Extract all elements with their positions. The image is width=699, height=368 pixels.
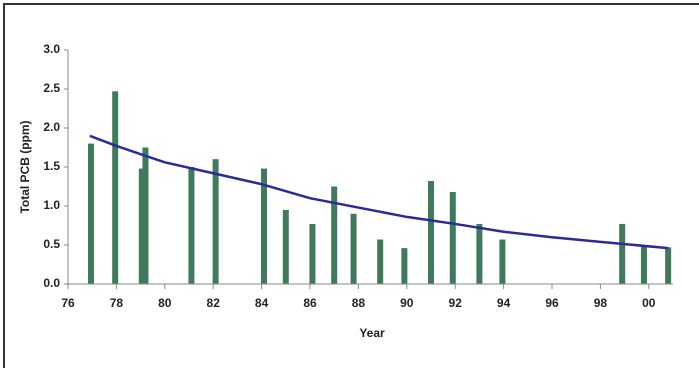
x-tick-label: 98 [594, 296, 608, 310]
bar [331, 186, 338, 284]
y-tick-label: 3.0 [43, 42, 60, 56]
x-tick-label: 82 [207, 296, 221, 310]
y-tick-label: 1.5 [43, 159, 60, 173]
y-axis-label: Total PCB (ppm) [18, 120, 32, 213]
bar [665, 247, 672, 284]
y-tick-label: 0.0 [43, 276, 60, 290]
bar [261, 168, 268, 284]
x-tick-label: 78 [110, 296, 124, 310]
bar [499, 239, 506, 284]
bar [112, 91, 119, 284]
x-tick-label: 90 [400, 296, 414, 310]
bar [377, 239, 384, 284]
bar [350, 213, 357, 284]
bar [138, 168, 145, 284]
bar [449, 191, 456, 284]
x-tick-label: 80 [158, 296, 172, 310]
x-tick-label: 00 [642, 296, 656, 310]
bar [188, 167, 195, 284]
bar [619, 223, 626, 284]
bar [282, 209, 289, 284]
bar [309, 223, 316, 284]
y-tick-label: 0.5 [43, 237, 60, 251]
x-tick-label: 86 [303, 296, 317, 310]
bar [401, 248, 408, 284]
bar [87, 143, 94, 284]
x-tick-label: 88 [352, 296, 366, 310]
x-tick-label: 84 [255, 296, 269, 310]
x-tick-label: 92 [449, 296, 463, 310]
x-tick-label: 76 [61, 296, 75, 310]
frame [3, 3, 699, 368]
y-tick-label: 2.5 [43, 81, 60, 95]
bar [428, 181, 434, 284]
x-tick-label: 96 [545, 296, 559, 310]
x-axis-label: Year [359, 326, 385, 340]
trend-line [89, 134, 669, 250]
x-tick-label: 94 [497, 296, 511, 310]
bar [212, 159, 219, 284]
y-tick-label: 2.0 [43, 120, 60, 134]
bar [476, 223, 483, 284]
bar [640, 245, 647, 284]
y-tick-label: 1.0 [43, 198, 60, 212]
bar [142, 147, 149, 284]
